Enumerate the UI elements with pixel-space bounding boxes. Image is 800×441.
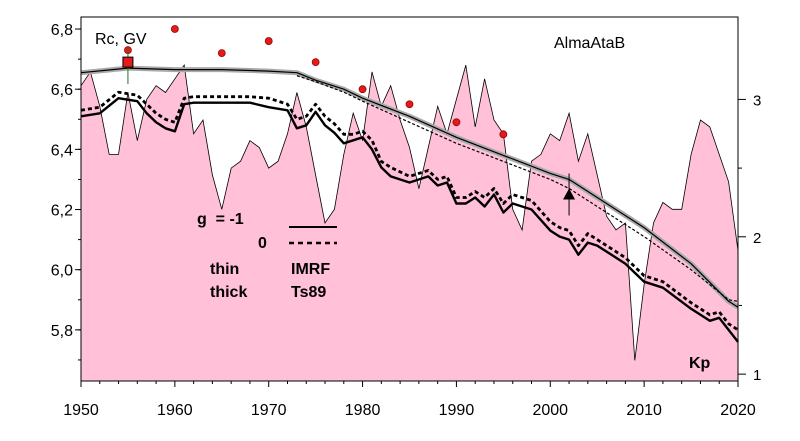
kp-tick-label: 2 — [753, 230, 761, 247]
y-tick-label: 6,6 — [51, 82, 73, 99]
data-point — [499, 130, 508, 139]
legend-imrf-label: IMRF — [291, 261, 330, 278]
y-tick-label: 5,8 — [51, 323, 73, 340]
data-point — [405, 100, 414, 109]
x-tick-label: 2020 — [720, 402, 756, 419]
data-point — [452, 118, 461, 127]
kp-tick-label: 3 — [753, 92, 761, 109]
series-line — [80, 67, 739, 308]
plot-frame — [80, 16, 739, 382]
y-axis-label: Rc, GV — [95, 31, 147, 48]
x-tick-label: 2010 — [626, 402, 662, 419]
legend-g-label: g = -1 — [197, 211, 244, 228]
x-tick-label: 1970 — [251, 402, 287, 419]
chart-title: AlmaAtaB — [554, 35, 625, 52]
y-tick-label: 6,4 — [51, 142, 73, 159]
series-line — [296, 75, 739, 302]
y-tick-label: 6,8 — [51, 22, 73, 39]
legend: g = -1 0 thin IMRF thick Ts89 — [197, 211, 337, 301]
data-point — [217, 49, 226, 57]
kp-tick-label: 1 — [753, 367, 761, 384]
points-layer — [122, 25, 576, 216]
legend-ts89-label: Ts89 — [291, 284, 326, 301]
series-line — [80, 96, 739, 343]
data-point — [311, 58, 320, 67]
data-point — [563, 188, 576, 200]
kp-label: Kp — [689, 355, 711, 372]
y-tick-label: 6,0 — [51, 263, 73, 280]
kp-area — [80, 64, 739, 382]
data-point — [264, 37, 273, 45]
x-tick-label: 1950 — [63, 402, 99, 419]
series-layer — [80, 65, 740, 343]
legend-thick-label: thick — [210, 284, 247, 301]
data-point — [358, 85, 367, 94]
legend-thin-label: thin — [210, 261, 239, 278]
x-tick-label: 1990 — [439, 402, 475, 419]
x-tick-label: 2000 — [532, 402, 568, 419]
data-point — [170, 25, 179, 33]
legend-zero-label: 0 — [258, 235, 267, 252]
x-tick-label: 1980 — [345, 402, 381, 419]
y-tick-label: 6,2 — [51, 203, 73, 220]
data-point — [122, 56, 134, 68]
series-line — [80, 90, 739, 332]
labels-layer: 1950 1960 1970 1980 1990 2000 2010 2020 6,8 6,6 6,… — [51, 22, 762, 419]
x-tick-label: 1960 — [157, 402, 193, 419]
kp-layer — [80, 64, 739, 382]
